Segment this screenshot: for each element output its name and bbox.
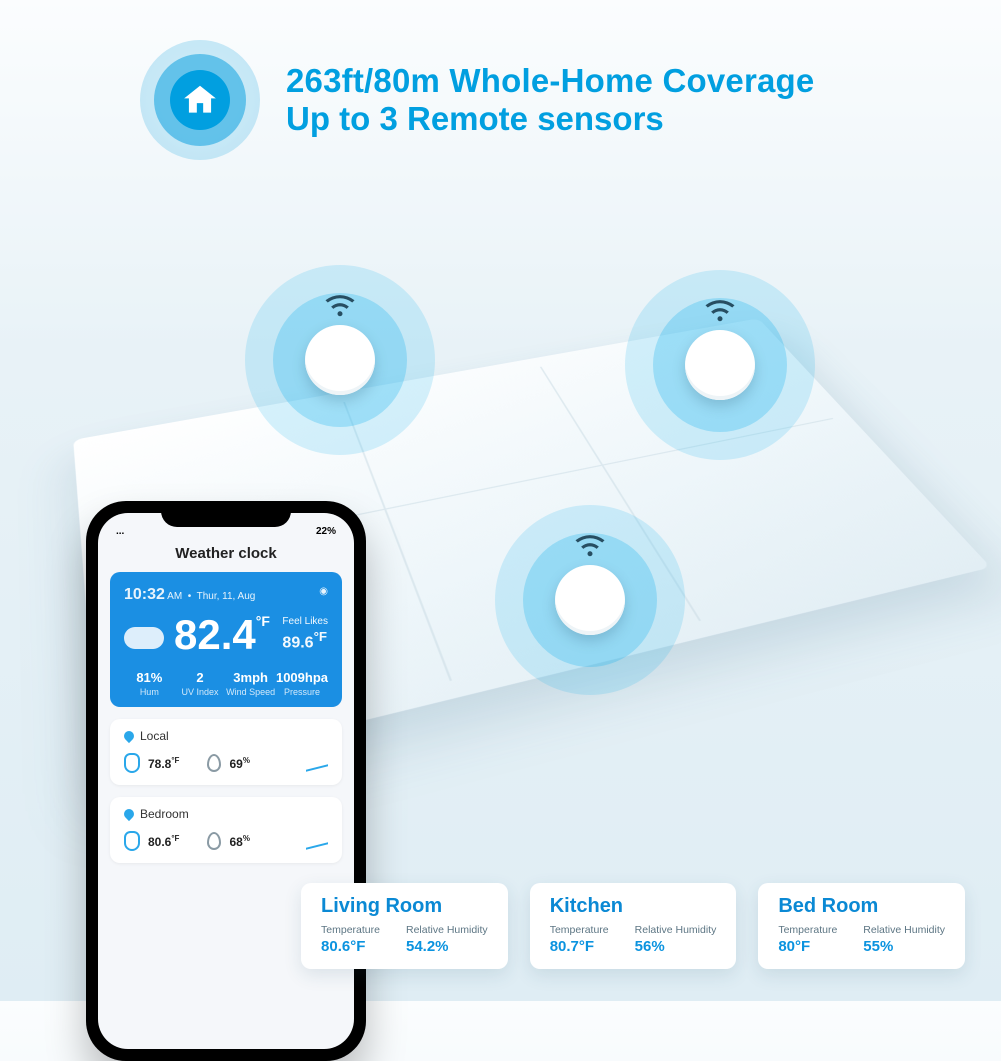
stat-value: 3mph xyxy=(225,670,276,685)
loc-temp-unit: °F xyxy=(171,756,179,765)
room-chip: Kitchen Temperature 80.7°F Relative Humi… xyxy=(530,883,737,969)
feels-like-label: Feel Likes xyxy=(282,615,328,628)
cloud-icon xyxy=(124,621,164,649)
weather-stat: 2 UV Index xyxy=(175,670,226,697)
loc-hum-unit: % xyxy=(243,756,250,765)
hero-header: 263ft/80m Whole-Home Coverage Up to 3 Re… xyxy=(0,0,1001,170)
room-chip: Living Room Temperature 80.6°F Relative … xyxy=(301,883,508,969)
room-temp-label: Temperature xyxy=(778,924,837,936)
location-readings: 80.6°F 68% xyxy=(124,831,328,851)
sensor-puck xyxy=(685,330,755,400)
sensor-puck xyxy=(555,565,625,635)
location-name: Local xyxy=(140,729,169,743)
weather-stats: 81% Hum 2 UV Index 3mph Wind Speed 1009h… xyxy=(124,670,328,697)
loc-hum-value: 68 xyxy=(229,835,242,849)
room-name: Bed Room xyxy=(778,895,945,918)
room-temp-label: Temperature xyxy=(321,924,380,936)
wifi-icon xyxy=(705,298,735,327)
clock-date: Thur, 11, Aug xyxy=(197,591,256,602)
droplet-icon xyxy=(207,754,221,772)
room-name: Kitchen xyxy=(550,895,717,918)
sensor-node xyxy=(625,270,815,460)
headline-line-2: Up to 3 Remote sensors xyxy=(286,100,814,138)
room-temp-value: 80°F xyxy=(778,938,837,955)
sensor-node xyxy=(495,505,685,695)
loc-temp-value: 80.6 xyxy=(148,835,171,849)
home-icon xyxy=(140,40,260,160)
stat-label: Wind Speed xyxy=(225,687,276,697)
location-card: Local 78.8°F 69% xyxy=(110,719,342,785)
hero-headline: 263ft/80m Whole-Home Coverage Up to 3 Re… xyxy=(286,62,814,138)
weather-temp-value: 82.4 xyxy=(174,611,256,658)
stat-value: 2 xyxy=(175,670,226,685)
room-temp-label: Temperature xyxy=(550,924,609,936)
app-title: Weather clock xyxy=(98,539,354,572)
room-chip: Bed Room Temperature 80°F Relative Humid… xyxy=(758,883,965,969)
weather-card: 10:32 AM • Thur, 11, Aug ◉ 82.4°F Feel L… xyxy=(110,572,342,707)
feels-like-value: 89.6 xyxy=(282,635,313,652)
wifi-icon xyxy=(325,293,355,322)
sparkline-icon xyxy=(306,757,328,769)
feels-like: Feel Likes 89.6°F xyxy=(282,615,328,654)
clock-time: 10:32 xyxy=(124,586,165,603)
stat-label: Pressure xyxy=(276,687,328,697)
room-hum-value: 54.2% xyxy=(406,938,488,955)
room-hum-label: Relative Humidity xyxy=(863,924,945,936)
location-readings: 78.8°F 69% xyxy=(124,753,328,773)
phone-notch xyxy=(161,501,291,527)
location-card: Bedroom 80.6°F 68% xyxy=(110,797,342,863)
weather-temp: 82.4°F xyxy=(174,614,270,656)
feels-like-unit: °F xyxy=(314,629,327,644)
status-time: ... xyxy=(116,526,124,537)
room-temp-value: 80.7°F xyxy=(550,938,609,955)
weather-stat: 3mph Wind Speed xyxy=(225,670,276,697)
loc-temp-unit: °F xyxy=(171,834,179,843)
stat-value: 1009hpa xyxy=(276,670,328,685)
sensor-node xyxy=(245,265,435,455)
room-temp-value: 80.6°F xyxy=(321,938,380,955)
loc-temp-value: 78.8 xyxy=(148,757,171,771)
phone-mockup: ... 22% Weather clock 10:32 AM • Thur, 1… xyxy=(86,501,366,1061)
stat-label: Hum xyxy=(124,687,175,697)
location-title: Bedroom xyxy=(124,807,328,821)
sensor-puck xyxy=(305,325,375,395)
room-hum-label: Relative Humidity xyxy=(406,924,488,936)
weather-stat: 1009hpa Pressure xyxy=(276,670,328,697)
stat-label: UV Index xyxy=(175,687,226,697)
sparkline-icon xyxy=(306,835,328,847)
location-title: Local xyxy=(124,729,328,743)
thermometer-icon xyxy=(124,753,140,773)
room-hum-label: Relative Humidity xyxy=(635,924,717,936)
room-hum-value: 56% xyxy=(635,938,717,955)
pin-icon xyxy=(122,729,136,743)
location-icon: ◉ xyxy=(319,586,328,604)
wifi-icon xyxy=(575,533,605,562)
stat-value: 81% xyxy=(124,670,175,685)
status-right: 22% xyxy=(316,526,336,537)
loc-hum-value: 69 xyxy=(229,757,242,771)
room-chips: Living Room Temperature 80.6°F Relative … xyxy=(301,883,965,969)
weather-stat: 81% Hum xyxy=(124,670,175,697)
droplet-icon xyxy=(207,832,221,850)
weather-temp-unit: °F xyxy=(256,613,270,629)
pin-icon xyxy=(122,807,136,821)
location-name: Bedroom xyxy=(140,807,189,821)
thermometer-icon xyxy=(124,831,140,851)
loc-hum-unit: % xyxy=(243,834,250,843)
room-hum-value: 55% xyxy=(863,938,945,955)
headline-line-1: 263ft/80m Whole-Home Coverage xyxy=(286,62,814,100)
room-name: Living Room xyxy=(321,895,488,918)
clock-ampm: AM xyxy=(167,591,182,602)
